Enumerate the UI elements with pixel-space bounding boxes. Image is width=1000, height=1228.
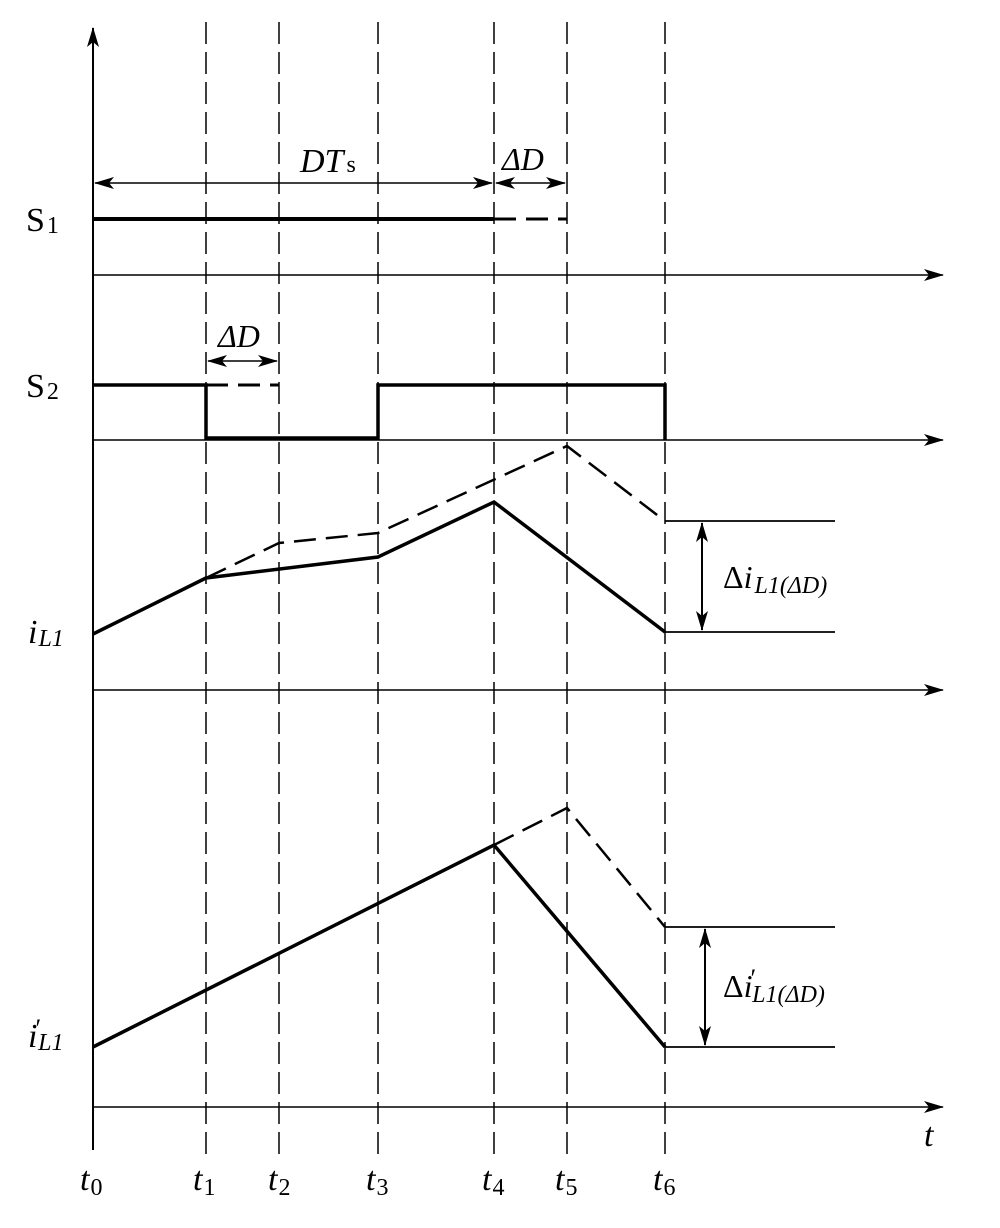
s1-label: S1: [26, 202, 59, 239]
delta-il1p-label: Δi′ L1(ΔD): [723, 964, 825, 1008]
s2-solid-trace: [93, 383, 667, 440]
tick-label-t5: t5: [555, 1161, 577, 1201]
time-markers: [205, 22, 666, 1158]
tick-label-t1: t1: [193, 1161, 215, 1201]
s2-label: S2: [26, 368, 59, 405]
tick-label-t0: t0: [80, 1161, 102, 1201]
tick-label-t3: t3: [366, 1161, 388, 1201]
il1p-solid-trace: [92, 842, 667, 1049]
il1p-dashed-trace: [493, 806, 666, 928]
il1p-label: i′L1: [28, 1014, 64, 1056]
il1-dashed-trace: [205, 444, 666, 580]
dts-label: DT s: [299, 143, 356, 180]
delta-il1-label: ΔiL1(ΔD): [723, 559, 827, 599]
tick-label-t4: t4: [482, 1161, 504, 1201]
il1p-waveform: [92, 806, 835, 1049]
tick-label-t6: t6: [653, 1161, 675, 1201]
il1-solid-trace: [92, 499, 667, 636]
tick-label-t2: t2: [268, 1161, 290, 1201]
delta-d-s2-label: ΔD: [216, 318, 260, 354]
s2-waveform: [93, 383, 667, 440]
il1-waveform: [92, 444, 835, 636]
time-axis-label: t: [924, 1117, 935, 1154]
time-tick-labels: t0 t1 t2 t3 t4 t5 t6: [80, 1161, 675, 1201]
delta-d-top-label: ΔD: [500, 141, 544, 177]
il1-label: iL1: [28, 614, 64, 652]
